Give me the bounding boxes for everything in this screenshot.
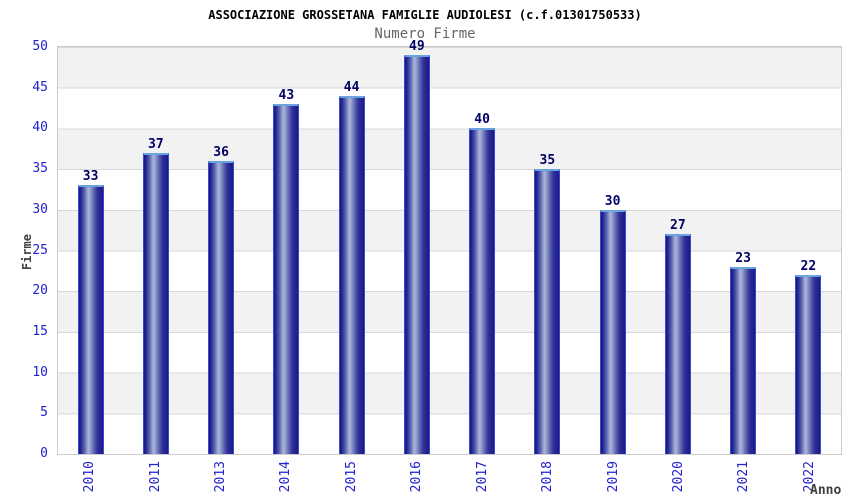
bar-value-label: 37 [148, 136, 164, 152]
bar: 36 [208, 145, 235, 454]
x-tick-cell: 2011 [122, 461, 187, 492]
bar-value-label: 49 [409, 39, 425, 55]
bar-cell: 22 [776, 47, 841, 454]
y-tick-label: 25 [32, 242, 48, 258]
x-tick-cell: 2020 [646, 461, 711, 492]
bar-cell: 49 [384, 39, 449, 454]
bar-cell: 33 [58, 47, 123, 454]
bar: 33 [77, 169, 104, 454]
x-tick-label: 2016 [409, 461, 425, 493]
bar-cell: 30 [580, 47, 645, 454]
x-tick-cell: 2021 [711, 461, 776, 492]
x-tick-label: 2013 [213, 461, 229, 493]
x-tick-label: 2021 [736, 461, 752, 493]
bar-value-label: 30 [604, 193, 621, 209]
bar-cell: 36 [189, 47, 254, 454]
bar: 35 [534, 153, 561, 454]
x-tick-label: 2010 [82, 461, 98, 493]
bar-value-label: 23 [735, 250, 751, 266]
x-tick-cell: 2010 [57, 461, 122, 492]
x-tick-label: 2018 [540, 461, 556, 493]
bar-cell: 27 [645, 47, 710, 454]
plot-area: 33 37 36 43 44 49 40 35 30 27 23 22 [57, 39, 842, 455]
bar: 40 [469, 112, 496, 454]
bar: 37 [142, 137, 169, 454]
x-tick-cell: 2014 [253, 461, 318, 492]
x-tick-cell: 2018 [515, 461, 580, 492]
bar-cell: 37 [123, 47, 188, 454]
bar-value-label: 40 [474, 112, 490, 128]
bar: 44 [338, 80, 365, 454]
y-tick-label: 0 [40, 446, 48, 461]
chart-title: ASSOCIAZIONE GROSSETANA FAMIGLIE AUDIOLE… [208, 8, 642, 22]
y-tick-label: 20 [32, 283, 48, 299]
x-tick-label: 2019 [605, 461, 621, 493]
x-tick-label: 2020 [671, 461, 686, 493]
x-axis-ticks: 2010 2011 2013 2014 2015 2016 2017 2018 2019 2020… [57, 461, 842, 492]
bar-cell: 40 [450, 47, 515, 454]
x-tick-label: 2015 [343, 461, 359, 493]
chart-subtitle: Numero Firme [374, 26, 476, 42]
y-tick-label: 15 [32, 323, 48, 339]
y-tick-label: 45 [32, 79, 48, 95]
x-tick-cell: 2017 [450, 461, 515, 492]
bar: 30 [599, 194, 626, 454]
bar-value-label: 33 [82, 169, 99, 185]
x-tick-cell: 2016 [384, 461, 449, 492]
y-tick-label: 50 [32, 39, 48, 54]
bar-cell: 44 [319, 47, 384, 454]
y-tick-label: 40 [32, 120, 48, 136]
bar-value-label: 44 [343, 79, 360, 95]
bars-container: 33 37 36 43 44 49 40 35 30 27 23 22 [58, 39, 841, 454]
y-tick-label: 5 [40, 405, 48, 421]
y-tick-label: 30 [32, 201, 48, 217]
x-axis-label: Anno [810, 483, 842, 498]
x-tick-cell: 2013 [188, 461, 253, 492]
bar-cell: 35 [515, 47, 580, 454]
bar-value-label: 27 [670, 218, 686, 234]
bar-value-label: 36 [213, 144, 229, 160]
bar-value-label: 22 [800, 258, 817, 274]
y-tick-label: 35 [32, 161, 48, 177]
bar-cell: 23 [711, 47, 776, 454]
y-tick-label: 10 [32, 364, 48, 380]
bar-value-label: 35 [539, 153, 556, 169]
bar: 43 [273, 88, 300, 454]
bar: 22 [795, 259, 822, 454]
bar-value-label: 43 [278, 87, 295, 103]
x-tick-label: 2014 [278, 461, 294, 493]
bar-cell: 43 [254, 47, 319, 454]
x-tick-label: 2011 [147, 461, 163, 493]
x-tick-label: 2017 [474, 461, 490, 493]
x-tick-cell: 2015 [319, 461, 384, 492]
x-tick-cell: 2019 [580, 461, 645, 492]
bar: 49 [403, 39, 430, 454]
bar: 23 [730, 251, 757, 454]
bar: 27 [664, 218, 691, 454]
